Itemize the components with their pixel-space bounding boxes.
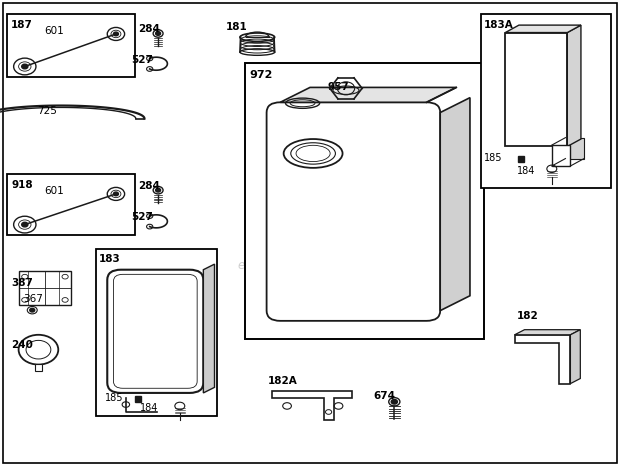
Text: 387: 387	[11, 278, 33, 288]
Text: 183: 183	[99, 254, 121, 265]
Text: 674: 674	[374, 391, 396, 401]
Bar	[96, 249, 217, 416]
Circle shape	[113, 32, 118, 36]
Text: eReplacementParts.com: eReplacementParts.com	[238, 259, 382, 272]
Circle shape	[391, 399, 397, 404]
Text: 187: 187	[11, 20, 33, 30]
Bar	[480, 14, 611, 188]
Polygon shape	[203, 264, 215, 393]
Polygon shape	[515, 330, 580, 335]
FancyBboxPatch shape	[113, 274, 197, 388]
FancyBboxPatch shape	[267, 102, 440, 321]
Text: 972: 972	[249, 70, 273, 80]
Text: 183A: 183A	[484, 20, 513, 30]
Circle shape	[30, 308, 35, 312]
Bar	[7, 14, 135, 77]
Text: 184: 184	[516, 166, 535, 176]
Text: 527: 527	[131, 54, 153, 65]
Bar	[245, 63, 484, 339]
Circle shape	[156, 188, 161, 192]
Polygon shape	[280, 87, 456, 102]
Text: 957: 957	[327, 82, 349, 93]
Circle shape	[113, 192, 118, 196]
Text: 367: 367	[24, 294, 43, 305]
Text: 725: 725	[37, 106, 57, 116]
Text: 184: 184	[140, 403, 158, 413]
Bar	[19, 271, 71, 305]
Circle shape	[22, 222, 28, 227]
Polygon shape	[440, 98, 470, 311]
Text: 284: 284	[138, 181, 159, 191]
FancyBboxPatch shape	[107, 270, 203, 393]
Text: 601: 601	[45, 26, 64, 36]
Text: 185: 185	[105, 392, 124, 403]
Polygon shape	[567, 25, 581, 146]
Text: 182: 182	[517, 311, 539, 321]
Text: 527: 527	[131, 212, 153, 222]
Polygon shape	[505, 25, 581, 33]
Text: 181: 181	[226, 22, 247, 32]
Text: 182A: 182A	[268, 376, 298, 386]
Text: 185: 185	[484, 153, 502, 163]
Bar	[7, 174, 135, 235]
Text: 240: 240	[11, 340, 33, 350]
Bar	[35, 364, 42, 371]
Bar	[552, 145, 570, 166]
Bar	[505, 33, 567, 146]
Circle shape	[22, 64, 28, 69]
Polygon shape	[570, 330, 580, 384]
Polygon shape	[272, 391, 352, 420]
Text: 918: 918	[11, 180, 33, 190]
Polygon shape	[515, 335, 570, 384]
Bar	[565, 138, 584, 159]
Text: 601: 601	[45, 186, 64, 196]
Text: 284: 284	[138, 24, 159, 34]
Circle shape	[156, 32, 161, 35]
